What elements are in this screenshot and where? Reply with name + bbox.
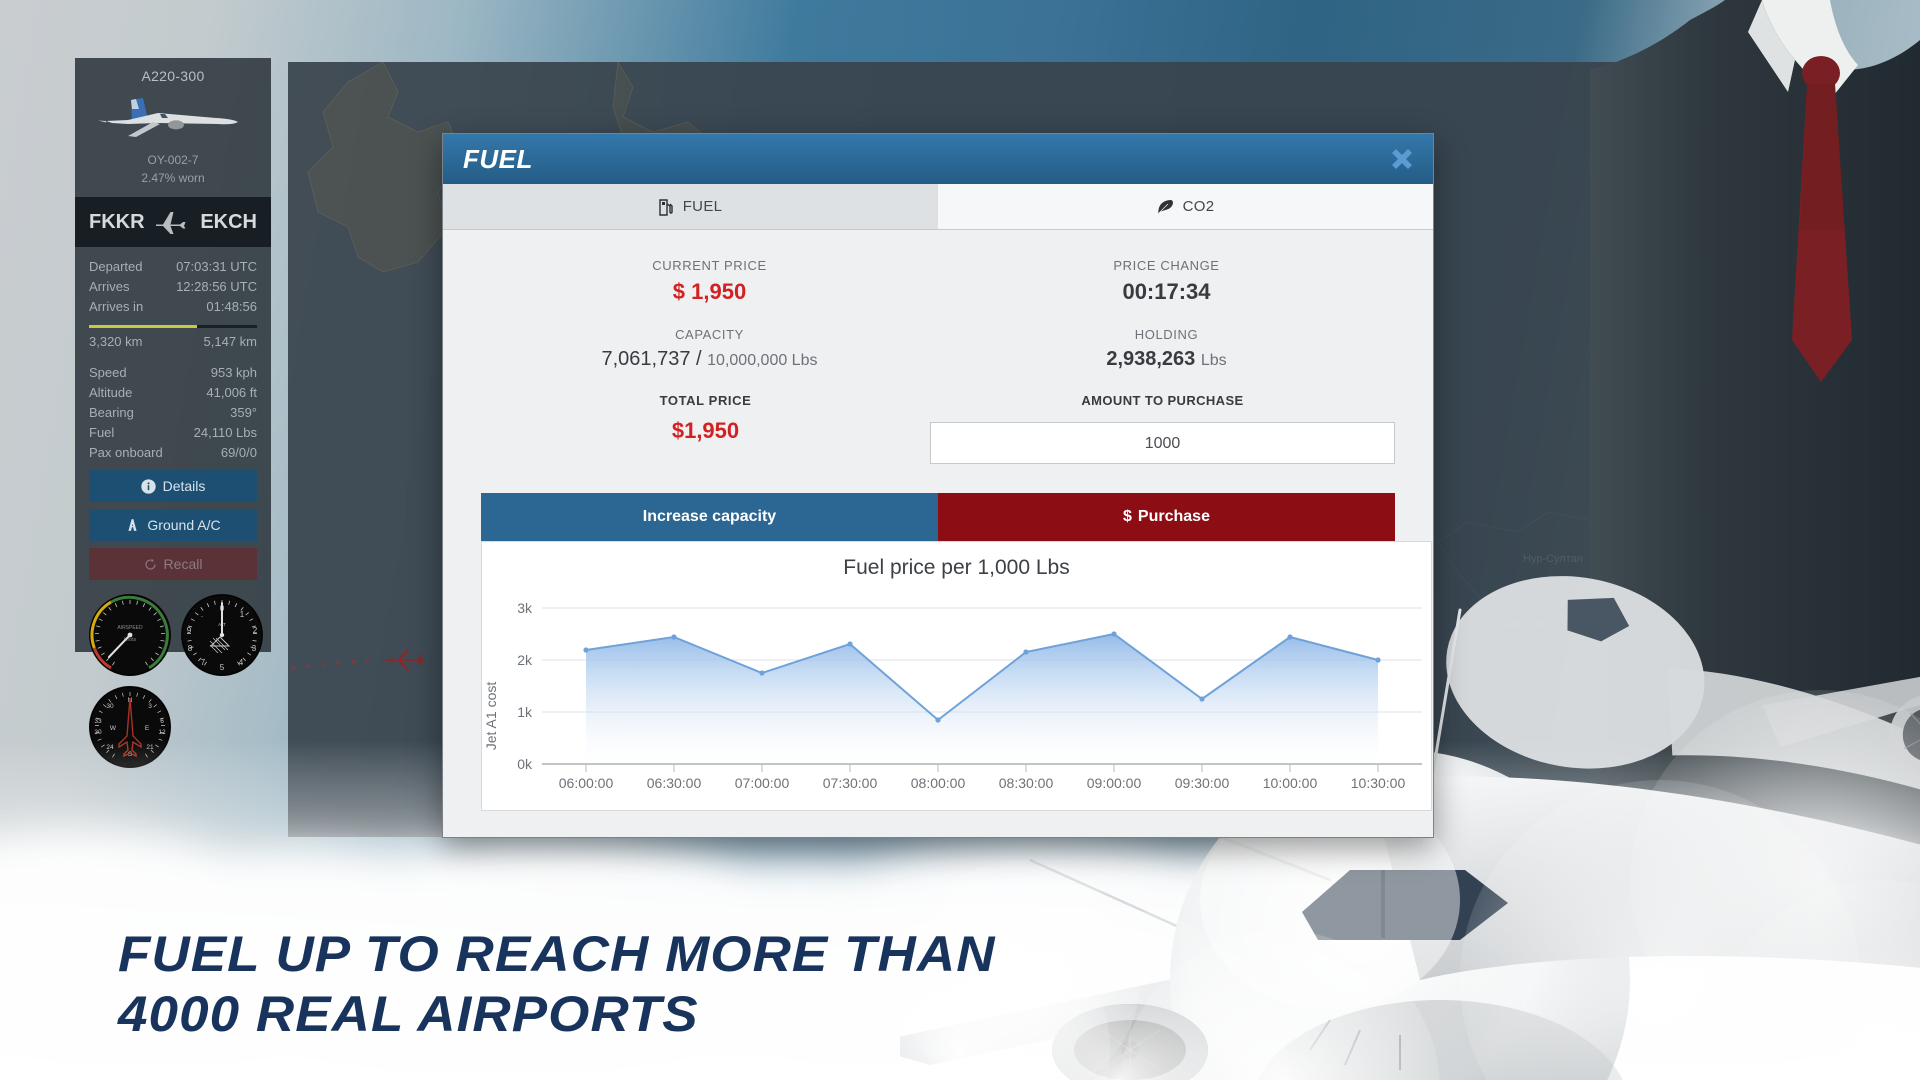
- svg-text:0k: 0k: [517, 756, 533, 772]
- svg-text:10:30:00: 10:30:00: [1351, 775, 1406, 791]
- svg-text:3: 3: [252, 644, 257, 653]
- svg-text:1k: 1k: [517, 704, 533, 720]
- svg-text:33: 33: [94, 718, 102, 725]
- svg-text:4: 4: [239, 658, 244, 667]
- svg-text:08:30:00: 08:30:00: [999, 775, 1054, 791]
- svg-text:24: 24: [106, 744, 114, 751]
- svg-text:07:00:00: 07:00:00: [735, 775, 790, 791]
- svg-text:3: 3: [148, 703, 152, 710]
- svg-text:E: E: [145, 725, 150, 732]
- svg-text:30: 30: [106, 703, 114, 710]
- svg-text:2: 2: [253, 626, 258, 635]
- svg-text:5: 5: [220, 663, 225, 672]
- svg-text:1: 1: [240, 610, 245, 619]
- svg-text:2k: 2k: [517, 652, 533, 668]
- svg-text:3k: 3k: [517, 600, 533, 616]
- svg-text:21: 21: [146, 744, 154, 751]
- svg-text:09:00:00: 09:00:00: [1087, 775, 1142, 791]
- svg-text:7: 7: [201, 658, 206, 667]
- svg-text:09:30:00: 09:30:00: [1175, 775, 1230, 791]
- svg-text:08:00:00: 08:00:00: [911, 775, 966, 791]
- svg-text:10:00:00: 10:00:00: [1263, 775, 1318, 791]
- svg-text:AIRSPEED: AIRSPEED: [117, 625, 143, 631]
- svg-text:6: 6: [160, 718, 164, 725]
- svg-text:8: 8: [188, 644, 193, 653]
- svg-text:.: .: [201, 610, 203, 619]
- svg-text:06:00:00: 06:00:00: [559, 775, 614, 791]
- svg-text:06:30:00: 06:30:00: [647, 775, 702, 791]
- svg-text:07:30:00: 07:30:00: [823, 775, 878, 791]
- svg-text:9: 9: [187, 626, 192, 635]
- svg-text:12: 12: [158, 729, 166, 736]
- svg-text:30: 30: [94, 729, 102, 736]
- svg-text:Jet A1 cost: Jet A1 cost: [483, 682, 499, 751]
- svg-text:W: W: [110, 725, 117, 732]
